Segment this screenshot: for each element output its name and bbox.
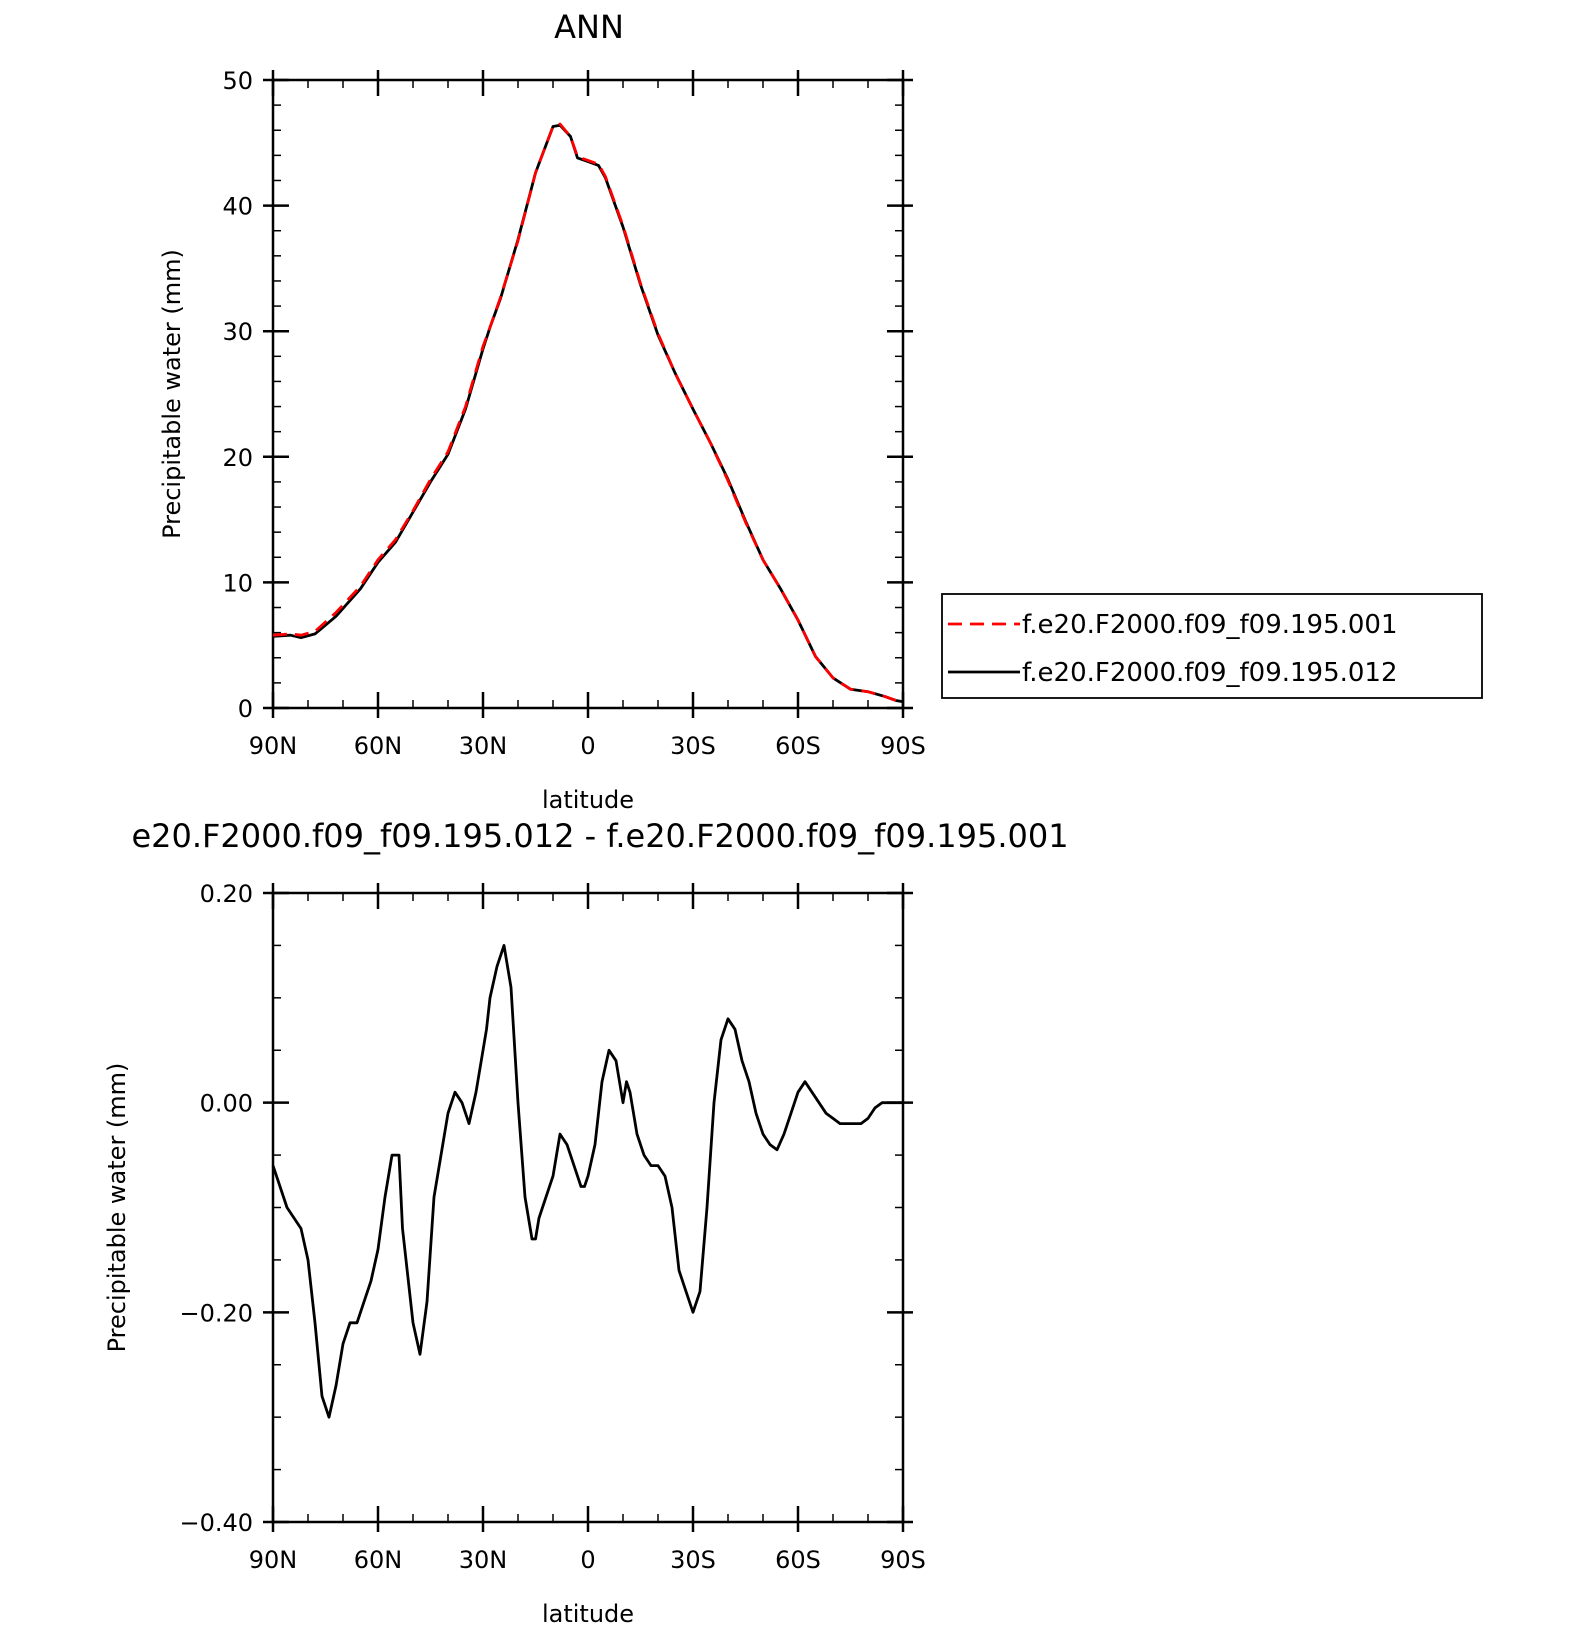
x-tick-label: 90S <box>880 732 926 760</box>
y-axis-label: Precipitable water (mm) <box>158 249 186 539</box>
y-tick-label: 10 <box>222 569 253 597</box>
x-axis-label: latitude <box>542 786 634 814</box>
y-tick-label: 0.00 <box>200 1090 253 1118</box>
x-tick-label: 30S <box>670 732 716 760</box>
series-line-1 <box>272 122 904 704</box>
series-line-1 <box>271 944 903 1419</box>
x-tick-label: 90N <box>249 732 298 760</box>
y-tick-label: 40 <box>222 193 253 221</box>
legend-label: f.e20.F2000.f09_f09.195.012 <box>1022 658 1398 688</box>
plot-frame <box>271 78 905 710</box>
x-tick-label: 90S <box>880 1546 926 1574</box>
x-tick-label: 60N <box>354 732 403 760</box>
plot-title: e20.F2000.f09_f09.195.012 - f.e20.F2000.… <box>131 817 1068 855</box>
y-tick-label: −0.40 <box>179 1509 253 1537</box>
series-line-2 <box>272 123 904 704</box>
x-tick-label: 30N <box>459 1546 508 1574</box>
plot-panel-1: ANN 0 10 20 30 40 50 90N 60N 30N 0 30S 60S 90S latitud… <box>158 8 1483 814</box>
x-tick-label: 60S <box>775 1546 821 1574</box>
legend-label: f.e20.F2000.f09_f09.195.001 <box>1022 610 1398 640</box>
y-tick-label: −0.20 <box>179 1299 253 1327</box>
x-tick-label: 30N <box>459 732 508 760</box>
plot-frame <box>271 891 905 1524</box>
x-tick-label: 60S <box>775 732 821 760</box>
y-tick-label: 50 <box>222 67 253 95</box>
plot-panel-2: e20.F2000.f09_f09.195.012 - f.e20.F2000.… <box>103 817 1069 1628</box>
y-tick-label: 0 <box>238 695 253 723</box>
y-tick-label: 30 <box>222 318 253 346</box>
x-tick-label: 60N <box>354 1546 403 1574</box>
x-axis-label: latitude <box>542 1600 634 1628</box>
legend-box <box>941 593 1483 699</box>
x-tick-label: 0 <box>580 732 595 760</box>
plot-title: ANN <box>554 8 624 46</box>
y-tick-label: 0.20 <box>200 880 253 908</box>
y-axis-label: Precipitable water (mm) <box>103 1063 131 1353</box>
x-tick-label: 0 <box>580 1546 595 1574</box>
y-tick-label: 20 <box>222 444 253 472</box>
x-tick-label: 90N <box>249 1546 298 1574</box>
x-tick-label: 30S <box>670 1546 716 1574</box>
